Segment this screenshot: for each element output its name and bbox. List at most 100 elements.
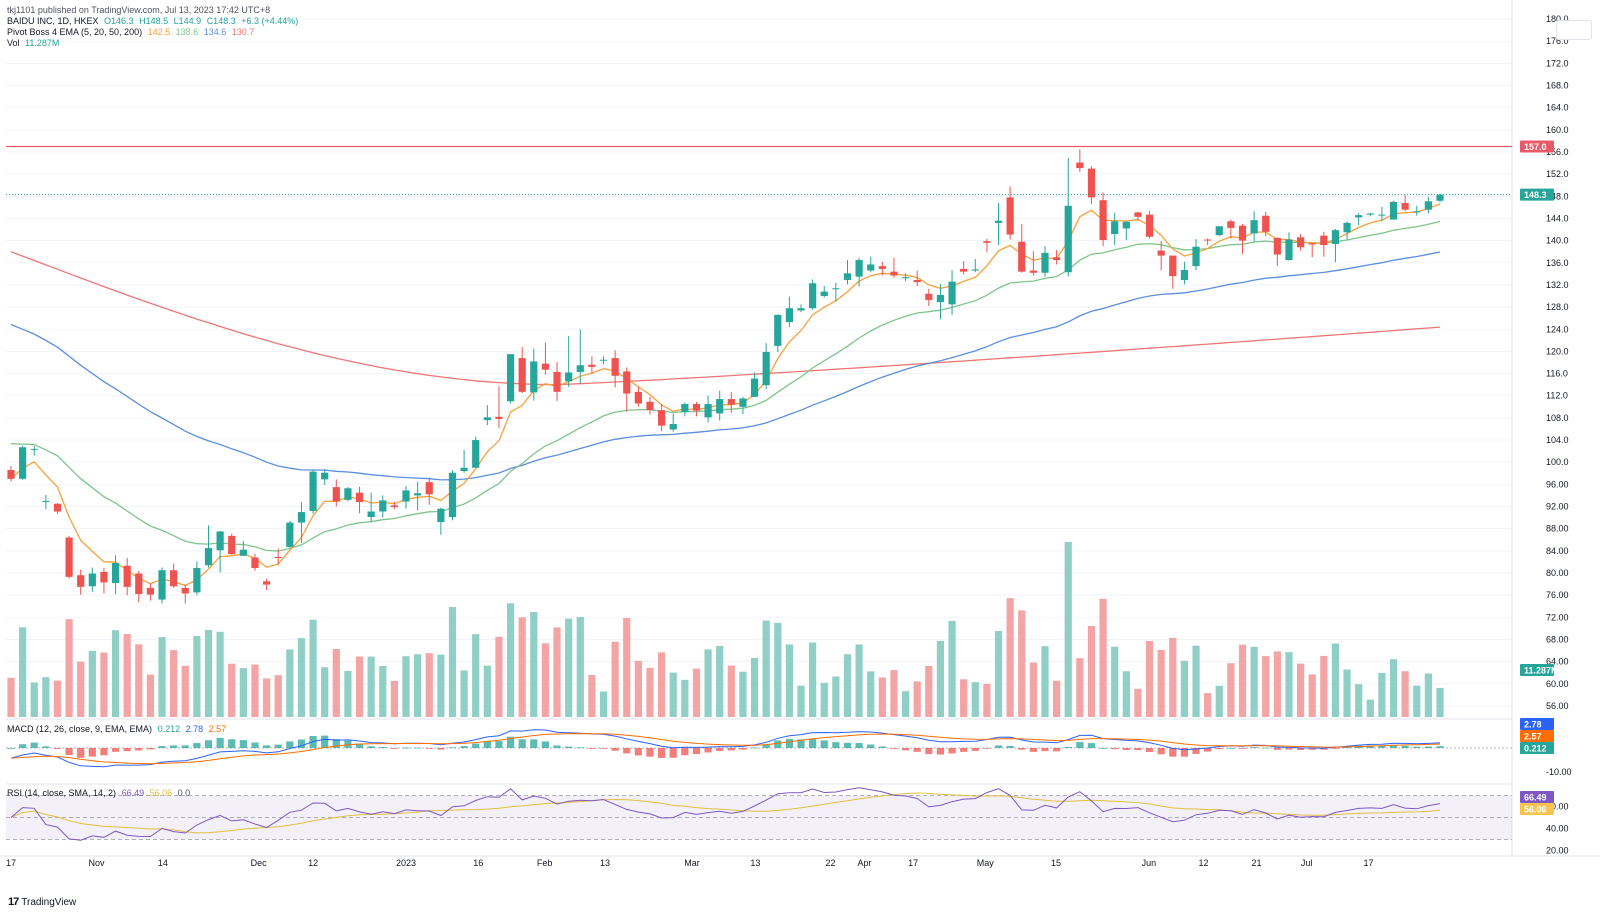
volume-bar (785, 644, 793, 717)
candle-body (762, 351, 770, 386)
macd-histogram-bar (1378, 745, 1386, 748)
candle-body (785, 308, 793, 323)
candle-body (181, 587, 189, 594)
vol-label: Vol (7, 38, 20, 48)
ema200-value: 130.7 (231, 27, 255, 37)
rsi-legend[interactable]: RSI (14, close, SMA, 14, 2) 66.49 56.06 … (7, 788, 193, 799)
macd-histogram-bar (42, 746, 50, 748)
ema-legend[interactable]: Pivot Boss 4 EMA (5, 20, 50, 200) 142.5 … (7, 27, 257, 38)
macd-histogram-bar (77, 748, 85, 758)
volume-bar (1366, 699, 1374, 717)
macd-line (10, 729, 1441, 768)
volume-bar (65, 619, 73, 717)
volume-bar (344, 670, 352, 717)
volume-bar (77, 661, 85, 717)
candle-body (309, 471, 317, 511)
macd-histogram-bar (437, 748, 445, 750)
macd-histogram-bar (1436, 746, 1444, 748)
candle-body (727, 399, 735, 405)
macd-badge-bg (1520, 718, 1554, 730)
macd-histogram-bar (913, 748, 921, 752)
candle-body (1296, 237, 1305, 248)
symbol-legend[interactable]: BAIDU INC, 1D, HKEX O146.3 H148.5 L144.9… (7, 16, 301, 27)
rsi-badge: 66.49 (1524, 793, 1547, 803)
macd-histogram-bar (1308, 748, 1316, 750)
macd-histogram-bar (1169, 748, 1177, 757)
price-tick-label: 180.0 (1546, 14, 1569, 24)
candle-body (123, 565, 131, 587)
macd-histogram-bar (797, 739, 805, 748)
candle-body (1262, 215, 1270, 232)
candle-body (228, 535, 236, 555)
macd-histogram-bar (251, 742, 259, 748)
candle-body (30, 448, 38, 450)
candle-body (925, 293, 933, 300)
macd-histogram-bar (832, 742, 840, 748)
candle-body (1204, 239, 1212, 241)
price-tick-label: 88.00 (1546, 524, 1569, 534)
macd-legend[interactable]: MACD (12, 26, close, 9, EMA, EMA) 0.212 … (7, 724, 229, 735)
price-tick-label: 164.0 (1546, 103, 1569, 113)
macd-histogram-bar (1215, 748, 1223, 750)
macd-histogram-bar (123, 748, 131, 752)
rsi-ma-value: 56.06 (149, 788, 173, 798)
candle-body (100, 571, 108, 583)
volume-bar (19, 627, 27, 717)
candle-body (88, 573, 96, 587)
volume-bar (646, 667, 654, 717)
volume-bar (111, 630, 120, 717)
macd-histogram-bar (1273, 748, 1281, 750)
volume-bar (355, 656, 364, 717)
candle-body (204, 548, 213, 566)
volume-bar (925, 665, 933, 717)
tradingview-logo[interactable]: 17 TradingView (8, 896, 76, 908)
chart-settings-box[interactable] (1556, 20, 1592, 40)
price-tick-label: 156.0 (1546, 147, 1569, 157)
time-tick-label: 17 (908, 858, 918, 868)
tradingview-mark-icon: 17 (8, 896, 19, 908)
volume-bar (204, 629, 213, 717)
volume-bar (483, 665, 491, 717)
macd-histogram-bar (1285, 748, 1293, 750)
volume-bar (1192, 645, 1200, 717)
macd-histogram-bar (216, 737, 224, 748)
candle-body (565, 372, 573, 382)
macd-histogram-bar (774, 740, 782, 748)
volume-bar (1087, 626, 1096, 717)
candle-body (1064, 205, 1072, 273)
candle-body (623, 371, 631, 394)
macd-histogram-bar (181, 745, 189, 748)
candle-body (797, 308, 805, 311)
candle-body (146, 587, 155, 595)
volume-bar (251, 664, 259, 717)
volume-bar (890, 670, 898, 717)
macd-histogram-bar (716, 748, 724, 751)
volume-bar (832, 676, 840, 717)
candle-body (878, 266, 886, 269)
volume-bar (948, 620, 956, 717)
macd-histogram-bar (448, 747, 457, 749)
volume-bar (239, 668, 247, 717)
candle-body (1273, 237, 1281, 255)
volume-bar (181, 665, 189, 717)
candle-body (1099, 200, 1107, 241)
macd-histogram-bar (1320, 748, 1328, 750)
rsi-ma-badge-bg (1520, 803, 1554, 815)
macd-histogram-bar (739, 748, 747, 750)
volume-bar (321, 667, 329, 717)
rsi-line (10, 787, 1441, 841)
macd-histogram-bar (239, 740, 247, 748)
candle-body (448, 472, 457, 518)
volume-bar (135, 644, 143, 717)
volume-bar (1296, 663, 1305, 717)
price-tick-label: 148.0 (1546, 191, 1569, 201)
price-tick-label: 172.0 (1546, 58, 1569, 68)
ohlc-close: C148.3 (206, 16, 236, 26)
macd-histogram-bar (994, 745, 1003, 748)
candle-body (425, 482, 433, 495)
volume-bar (414, 654, 422, 717)
volume-legend[interactable]: Vol 11.287M (7, 38, 62, 49)
macd-histogram-bar (588, 748, 596, 749)
volume-bar (855, 644, 863, 717)
